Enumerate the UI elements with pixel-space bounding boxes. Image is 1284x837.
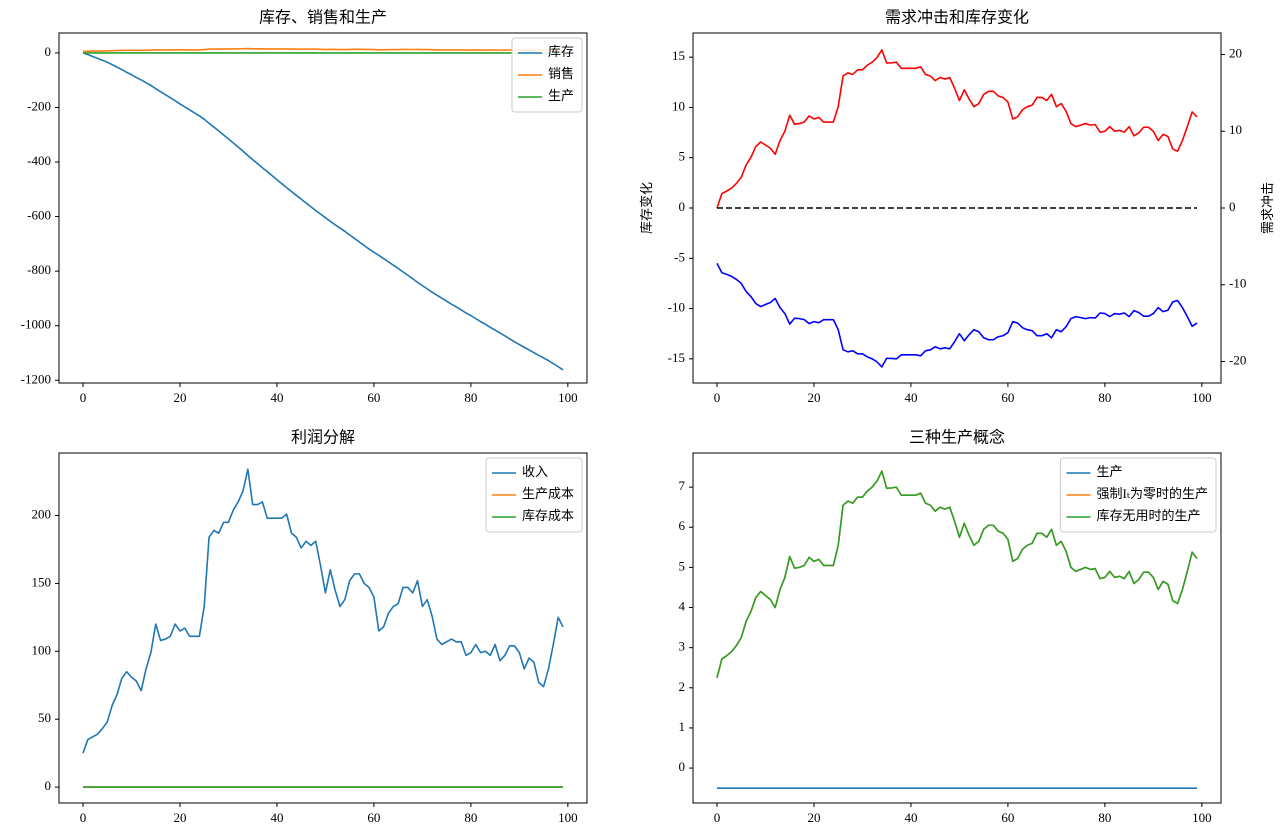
subplot: 三种生产概念 0 20 40 60 80 100 0 1 2 3 4 5 6 7 生产强制Iₜ为零时的生产库存…: [679, 428, 1222, 825]
y-tick-label: -1000: [21, 317, 51, 332]
x-tick-label: 100: [1192, 390, 1212, 405]
y2-tick-label: -20: [1229, 352, 1246, 367]
x-tick-label: 20: [173, 810, 186, 825]
x-tick-label: 80: [464, 390, 477, 405]
y2-tick-label: 20: [1229, 45, 1242, 60]
x-tick-label: 0: [714, 390, 721, 405]
y-tick-label: 5: [679, 558, 686, 573]
y-tick-label: -5: [674, 249, 685, 264]
y2-tick-label: -10: [1229, 276, 1246, 291]
x-tick-label: 60: [367, 810, 380, 825]
y2-tick-label: 0: [1229, 199, 1236, 214]
y-tick-label: -1200: [21, 371, 51, 386]
y2-axis-label: 需求冲击: [1260, 182, 1275, 234]
y-tick-label: 0: [45, 44, 52, 59]
x-tick-label: 20: [807, 390, 820, 405]
x-tick-label: 80: [464, 810, 477, 825]
y-tick-label: -400: [27, 153, 51, 168]
y-tick-label: 6: [679, 518, 686, 533]
legend-box: [1059, 457, 1217, 533]
y-axis-label: 库存变化: [639, 182, 654, 234]
y-tick-label: 0: [679, 759, 686, 774]
y-tick-label: 4: [679, 599, 686, 614]
series-line: [82, 52, 564, 371]
y-tick-label: 3: [679, 639, 686, 654]
y-tick-label: 0: [45, 778, 52, 793]
x-tick-label: 20: [173, 390, 186, 405]
legend-label: 库存无用时的生产: [1096, 508, 1200, 523]
legend-label: 库存成本: [522, 508, 574, 523]
x-tick-label: 80: [1098, 810, 1111, 825]
subplot: 库存、销售和生产 0 20 40 60 80 100 -1200 -1000 -800 -600 -4…: [21, 9, 588, 405]
y-tick-label: 2: [679, 679, 686, 694]
series-line: [716, 49, 1198, 209]
y2-tick-label: 10: [1229, 122, 1242, 137]
y-tick-label: -10: [668, 300, 685, 315]
x-tick-label: 40: [904, 390, 917, 405]
subplot-title: 利润分解: [291, 429, 355, 447]
plot-frame: [58, 452, 588, 804]
y-tick-label: -200: [27, 98, 51, 113]
x-tick-label: 60: [1001, 390, 1014, 405]
subplot-title: 三种生产概念: [909, 428, 1005, 447]
x-tick-label: 80: [1098, 390, 1111, 405]
y-tick-label: 7: [679, 478, 686, 493]
y-tick-label: -600: [27, 208, 51, 223]
x-tick-label: 100: [558, 390, 578, 405]
y-tick-label: 15: [672, 48, 685, 63]
series-line: [82, 468, 564, 754]
x-tick-label: 0: [80, 810, 87, 825]
x-tick-label: 0: [714, 810, 721, 825]
subplot-title: 库存、销售和生产: [259, 9, 387, 27]
legend-label: 强制Iₜ为零时的生产: [1096, 486, 1208, 501]
legend-label: 收入: [522, 464, 548, 479]
subplot-title: 需求冲击和库存变化: [885, 9, 1029, 27]
legend-label: 库存: [548, 44, 574, 59]
legend-label: 销售: [548, 66, 574, 81]
x-tick-label: 40: [904, 810, 917, 825]
y-tick-label: 10: [672, 98, 685, 113]
y-tick-label: -15: [668, 350, 685, 365]
plot-frame: [692, 32, 1222, 384]
x-tick-label: 60: [367, 390, 380, 405]
x-tick-label: 100: [558, 810, 578, 825]
series-line: [716, 470, 1198, 678]
x-tick-label: 20: [807, 810, 820, 825]
legend-box: [511, 37, 583, 113]
x-tick-label: 60: [1001, 810, 1014, 825]
plot-frame: [58, 32, 588, 384]
y-tick-label: -800: [27, 262, 51, 277]
y-tick-label: 200: [32, 506, 52, 521]
y-tick-label: 50: [38, 710, 51, 725]
y-tick-label: 1: [679, 719, 686, 734]
legend-label: 生产成本: [522, 486, 574, 501]
series-line: [716, 262, 1198, 368]
legend-box: [485, 457, 583, 533]
series-line: [82, 47, 564, 53]
x-tick-label: 40: [270, 810, 283, 825]
plot-frame: [692, 452, 1222, 804]
legend-label: 生产: [548, 88, 574, 103]
x-tick-label: 100: [1192, 810, 1212, 825]
y-tick-label: 5: [679, 149, 686, 164]
y-tick-label: 100: [32, 642, 52, 657]
y-tick-label: 0: [679, 199, 686, 214]
legend-label: 生产: [1096, 464, 1122, 479]
x-tick-label: 40: [270, 390, 283, 405]
x-tick-label: 0: [80, 390, 87, 405]
y-tick-label: 150: [32, 574, 52, 589]
